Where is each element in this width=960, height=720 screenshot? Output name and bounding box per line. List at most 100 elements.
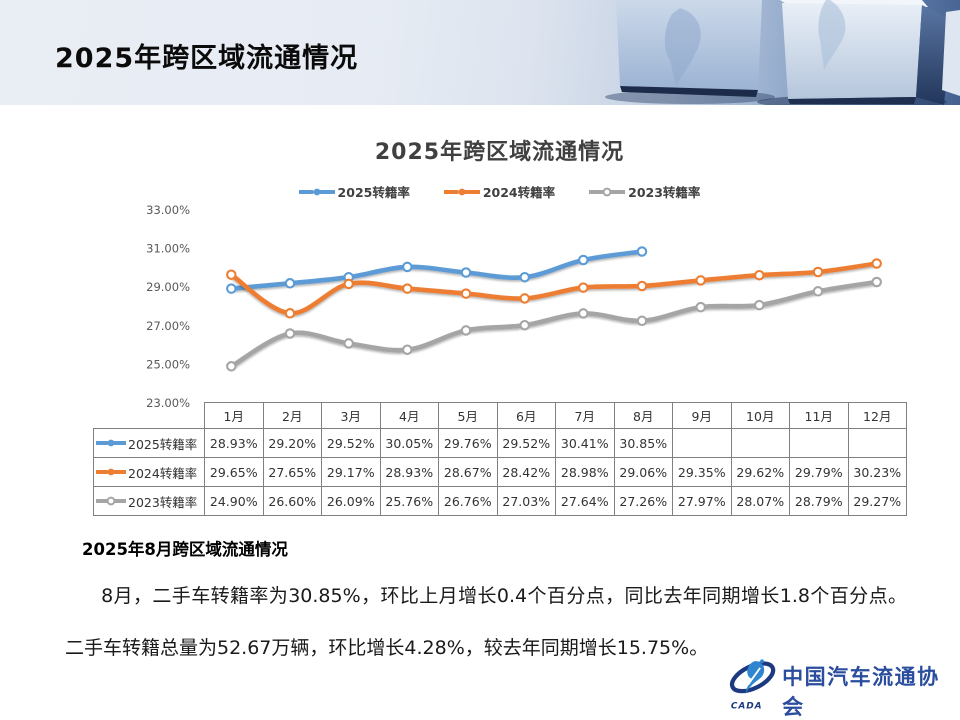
table-value-cell: 27.03% <box>496 486 556 516</box>
table-value-cell: 29.27% <box>847 486 907 516</box>
data-point-marker <box>226 283 237 294</box>
month-header-cell: 9月 <box>672 402 732 429</box>
table-value-cell: 27.64% <box>555 486 615 516</box>
legend-label: 2024转籍率 <box>482 185 556 200</box>
cada-logo-mark-text: CADA <box>731 702 763 712</box>
y-axis-ticks: 33.00% 31.00% 29.00% 27.00% 25.00% 23.00% <box>146 203 190 410</box>
table-value-cell: 28.07% <box>730 486 790 516</box>
legend-item: 2023转籍率 <box>589 182 700 201</box>
data-point-marker <box>636 246 648 257</box>
data-point-marker <box>284 328 296 339</box>
series-row-label-text: 2025转籍率 <box>128 436 198 452</box>
table-value-cell: 29.20% <box>262 428 322 458</box>
cubes-decoration <box>605 0 960 105</box>
month-header-cell: 10月 <box>730 402 790 429</box>
data-point-marker <box>226 269 237 280</box>
data-point-marker <box>871 276 882 288</box>
legend-label: 2023转籍率 <box>628 185 701 200</box>
series-row-label: 2025转籍率 <box>93 428 205 458</box>
table-header-row: 1月 2月 3月 4月 5月 6月 7月 8月 9月 10月 11月 12月 <box>94 402 907 429</box>
series-row-label-text: 2023转籍率 <box>128 494 198 510</box>
line-chart: 33.00% 31.00% 29.00% 27.00% 25.00% 23.00% <box>146 203 882 410</box>
data-point-marker <box>284 278 296 289</box>
series-line-icon <box>443 188 480 195</box>
table-value-cell: 29.52% <box>321 428 381 458</box>
table-value-cell: 30.41% <box>555 428 615 458</box>
chart-legend: 2025转籍率 2024转籍率 2023转籍率 <box>93 182 906 201</box>
table-row: 2025转籍率 28.93% 29.20% 29.52% 30.05% 29.76% 29.… <box>93 428 907 458</box>
legend-item: 2024转籍率 <box>443 182 556 201</box>
data-point-marker <box>402 344 413 355</box>
month-header-cell: 3月 <box>321 402 381 429</box>
table-value-cell: 29.06% <box>613 457 673 487</box>
chart-section: 2025年跨区域流通情况 2025转籍率 2024转籍率 2023转籍率 33.00… <box>93 130 906 414</box>
data-point-marker <box>402 261 413 273</box>
data-point-marker <box>578 254 589 266</box>
table-value-cell: 28.93% <box>204 428 264 458</box>
data-point-marker <box>284 308 296 319</box>
y-axis-tick-label: 25.00% <box>146 357 190 371</box>
y-axis-tick-label: 23.00% <box>146 396 190 410</box>
table-value-cell: 30.85% <box>613 428 673 458</box>
data-point-marker <box>519 293 530 304</box>
chart-title: 2025年跨区域流通情况 <box>374 140 625 165</box>
chart-series <box>226 246 882 372</box>
data-table: 1月 2月 3月 4月 5月 6月 7月 8月 9月 10月 11月 12月 2025转籍率 28.93… <box>93 402 907 516</box>
table-value-cell: 30.23% <box>847 457 907 487</box>
table-value-cell: 27.26% <box>613 486 673 516</box>
chart-series-2023转籍率 <box>226 276 882 372</box>
chart-series-2024转籍率 <box>226 258 882 319</box>
series-line-icon <box>298 188 335 195</box>
table-value-cell: 28.79% <box>789 486 849 516</box>
series-line-icon <box>589 187 626 196</box>
table-value-cell <box>847 428 907 458</box>
data-point-marker <box>519 271 530 283</box>
month-header-cell: 8月 <box>613 402 673 429</box>
data-point-marker <box>343 338 354 349</box>
data-point-marker <box>812 286 824 297</box>
month-header-cell: 2月 <box>262 402 322 429</box>
data-point-marker <box>578 282 589 293</box>
month-header-cell: 6月 <box>496 402 556 429</box>
series-line-icon <box>96 468 126 476</box>
series-line-icon <box>96 496 126 506</box>
cada-logo: CADA 中国汽车流通协会 China Automobile Dealers A… <box>728 653 960 720</box>
y-axis-tick-label: 31.00% <box>146 242 190 256</box>
table-value-cell <box>730 428 790 458</box>
table-value-cell: 28.67% <box>438 457 498 487</box>
table-value-cell: 29.76% <box>438 428 498 458</box>
month-header-cell: 1月 <box>204 402 264 429</box>
data-point-marker <box>578 308 589 319</box>
table-value-cell: 26.60% <box>262 486 322 516</box>
table-value-cell: 29.17% <box>321 457 381 487</box>
table-value-cell <box>672 428 732 458</box>
table-value-cell: 27.97% <box>672 486 732 516</box>
month-header-cell: 11月 <box>789 402 849 429</box>
table-value-cell: 25.76% <box>379 486 439 516</box>
table-value-cell: 30.05% <box>379 428 439 458</box>
table-value-cell: 29.62% <box>730 457 790 487</box>
data-point-marker <box>871 258 882 269</box>
legend-item: 2025转籍率 <box>298 182 410 201</box>
month-header-cell: 4月 <box>379 402 439 429</box>
table-value-cell: 29.65% <box>204 457 264 487</box>
y-axis-tick-label: 29.00% <box>146 280 190 294</box>
data-point-marker <box>754 299 765 311</box>
data-point-marker <box>226 361 237 372</box>
data-point-marker <box>460 288 472 299</box>
data-point-marker <box>754 269 765 281</box>
month-header-cell: 7月 <box>555 402 615 429</box>
series-row-label: 2023转籍率 <box>93 486 205 516</box>
table-value-cell: 29.52% <box>496 428 556 458</box>
logo-chinese-name: 中国汽车流通协会 <box>782 664 940 719</box>
table-row: 2023转籍率 24.90% 26.60% 26.09% 25.76% 26.76% 27.… <box>93 486 907 516</box>
table-row: 2024转籍率 29.65% 27.65% 29.17% 28.93% 28.67% 28.… <box>93 457 907 487</box>
table-value-cell: 29.79% <box>789 457 849 487</box>
data-point-marker <box>519 319 530 331</box>
table-value-cell: 26.09% <box>321 486 381 516</box>
table-value-cell: 28.42% <box>496 457 556 487</box>
data-point-marker <box>812 266 824 278</box>
table-value-cell: 24.90% <box>204 486 264 516</box>
data-point-marker <box>460 267 472 278</box>
summary-heading: 2025年8月跨区域流通情况 <box>82 540 288 559</box>
